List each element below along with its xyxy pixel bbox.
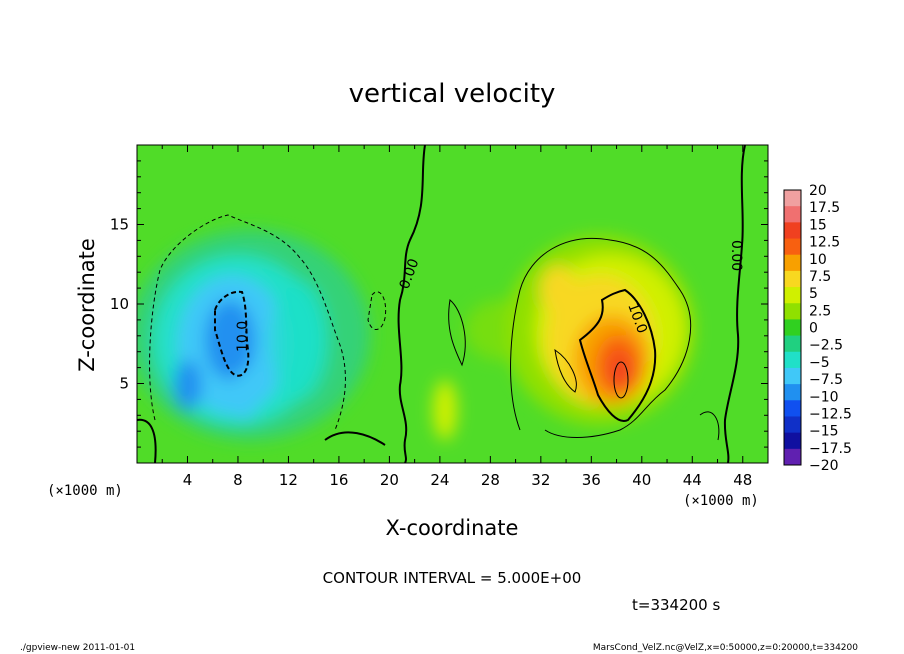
colorbar-swatch [784, 206, 801, 223]
y-tick-label: 15 [110, 216, 129, 234]
colorbar-swatch [784, 287, 801, 304]
x-unit-left: (×1000 m) [47, 483, 123, 499]
x-tick-label: 48 [733, 471, 752, 489]
colorbar-swatch [784, 303, 801, 320]
contour-label: 0.00 [728, 240, 744, 271]
chart-title: vertical velocity [349, 79, 556, 109]
colorbar-label: −5 [809, 355, 830, 371]
colorbar-label: 5 [809, 286, 818, 302]
y-axis-label: Z-coordinate [75, 238, 99, 372]
colorbar-label: 15 [809, 217, 827, 233]
colorbar-label: 0 [809, 321, 818, 337]
colorbar-label: 10 [809, 252, 827, 268]
x-tick-label: 12 [279, 471, 298, 489]
colorbar-label: −15 [809, 424, 839, 440]
updraft-shading [433, 235, 695, 440]
colorbar-swatch [784, 351, 801, 369]
contour-interval: CONTOUR INTERVAL = 5.000E+00 [323, 569, 582, 587]
colorbar-label: −10 [809, 389, 839, 405]
colorbar-swatch [784, 367, 801, 385]
colorbar-swatch [784, 432, 801, 450]
colorbar-swatch [784, 222, 801, 240]
colorbar-swatch [784, 416, 801, 434]
colorbar-label: −17.5 [809, 441, 852, 457]
x-tick-label: 4 [183, 471, 193, 489]
y-axis: 5 10 15 [110, 160, 768, 448]
shading: 0.00 0.00 10.0 10.0 [137, 145, 746, 463]
contours [137, 145, 746, 463]
colorbar-label: 20 [809, 183, 827, 199]
x-tick-label: 8 [233, 471, 243, 489]
plot-area: 0.00 0.00 10.0 10.0 4 8 12 16 20 24 28 32 36 40 44… [110, 144, 769, 489]
x-axis: 4 8 12 16 20 24 28 32 36 40 44 48 [161, 145, 769, 489]
x-tick-label: 16 [329, 471, 348, 489]
x-tick-label: 20 [380, 471, 399, 489]
colorbar-label: −12.5 [809, 406, 852, 422]
colorbar-swatch [784, 384, 801, 401]
colorbar-label: 2.5 [809, 303, 831, 319]
contour-label: 10.0 [235, 321, 251, 352]
colorbar-swatch [784, 190, 801, 207]
colorbar-swatch [784, 335, 801, 353]
x-tick-label: 24 [430, 471, 449, 489]
x-unit-right: (×1000 m) [683, 493, 759, 509]
colorbar-swatch [784, 270, 801, 288]
x-axis-label: X-coordinate [386, 516, 519, 540]
y-tick-label: 10 [110, 295, 129, 313]
x-tick-label: 32 [531, 471, 550, 489]
colorbar-swatch [784, 319, 801, 337]
colorbar-swatch [784, 254, 801, 272]
time-label: t=334200 s [632, 596, 720, 614]
colorbar-swatch [784, 400, 801, 417]
x-tick-label: 44 [683, 471, 702, 489]
colorbar-label: −7.5 [809, 372, 843, 388]
x-tick-label: 36 [582, 471, 601, 489]
colorbar-label: 7.5 [809, 269, 831, 285]
colorbar-label: −20 [809, 458, 839, 474]
colorbar-swatch [784, 448, 801, 466]
colorbar-label: −2.5 [809, 338, 843, 354]
file-stamp: MarsCond_VelZ.nc@VelZ,x=0:50000,z=0:2000… [593, 643, 858, 653]
x-tick-label: 40 [632, 471, 651, 489]
y-tick-label: 5 [119, 375, 129, 393]
x-tick-label: 28 [481, 471, 500, 489]
colorbar-swatch [784, 238, 801, 256]
downdraft-shading [137, 230, 370, 440]
colorbar-frame [783, 189, 802, 466]
program-stamp: ./gpview-new 2011-01-01 [20, 643, 135, 653]
colorbar-label: 12.5 [809, 235, 840, 251]
colorbar-label: 17.5 [809, 200, 840, 216]
